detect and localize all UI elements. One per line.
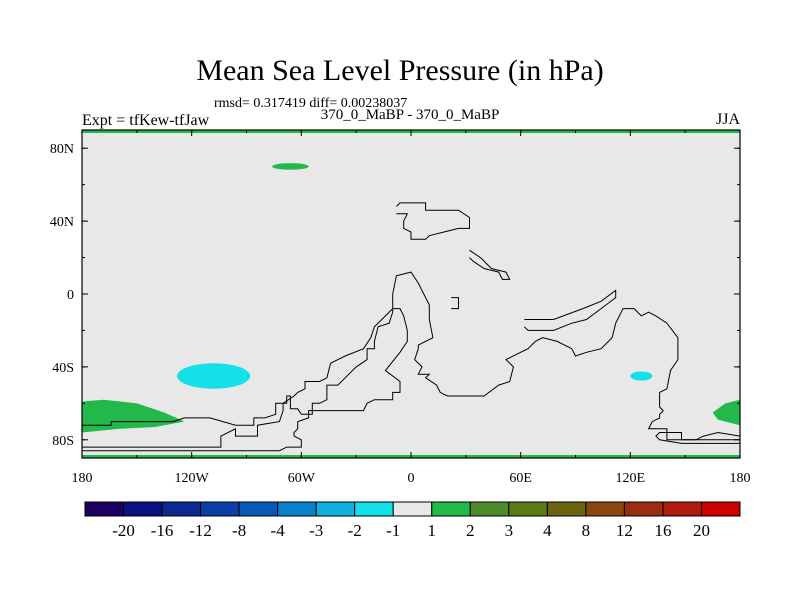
anomaly-region-green-patch-near-70N	[272, 163, 309, 170]
coast-continent-inner	[82, 308, 408, 452]
x-tick-label: 180	[730, 471, 751, 486]
colorbar-swatch	[700, 501, 741, 517]
plot-area	[82, 130, 740, 458]
x-tick-label: 120E	[616, 471, 646, 486]
colorbar-label: 8	[582, 521, 591, 540]
anomaly-region-green-patch-southwest	[82, 399, 185, 433]
colorbar-swatch	[277, 501, 317, 517]
colorbar-label: -8	[232, 521, 246, 540]
coast-islet	[451, 297, 459, 310]
colorbar-swatch	[200, 501, 240, 517]
coast-north	[396, 202, 470, 240]
axes: 180 120W 60W 0 60E 120E 180 80N 40N 0 40S 80S	[50, 129, 751, 486]
colorbar-label: 2	[466, 521, 475, 540]
colorbar: -20 -16 -12 -8 -4 -3 -2 -1 1 2 3 4 8 12 16 20	[84, 501, 741, 540]
anomaly-region-green-patch-southeast	[712, 399, 740, 426]
coast-east-lower	[655, 432, 740, 444]
colorbar-label: 16	[654, 521, 671, 540]
x-tick-label: 60E	[509, 471, 532, 486]
colorbar-label: -16	[151, 521, 174, 540]
colorbar-label: 1	[428, 521, 437, 540]
anomaly-region-cyan-patch-south-Indian	[630, 371, 653, 381]
anomaly-region-cyan-patch-south-Pacific	[177, 363, 251, 389]
colorbar-swatch	[469, 501, 510, 517]
colorbar-label: -1	[386, 521, 400, 540]
stats-label: rmsd= 0.317419 diff= 0.00238037	[214, 96, 408, 111]
colorbar-swatch	[662, 501, 702, 517]
colorbar-swatch	[392, 501, 433, 517]
colorbar-label: -4	[271, 521, 286, 540]
colorbar-label: 4	[543, 521, 552, 540]
x-tick-label: 0	[408, 471, 415, 486]
colorbar-label: 20	[693, 521, 710, 540]
colorbar-swatch	[354, 501, 394, 517]
colorbar-swatch	[431, 501, 471, 517]
field-background	[82, 130, 740, 458]
x-tick-label: 120W	[175, 471, 210, 486]
coast-continent-main	[82, 271, 740, 441]
colorbar-swatch	[623, 501, 664, 517]
coast-east-arc	[523, 289, 617, 331]
y-tick-label: 80S	[52, 434, 74, 449]
colorbar-label: -12	[189, 521, 212, 540]
colorbar-swatch	[508, 501, 548, 517]
colorbar-label: -2	[348, 521, 362, 540]
colorbar-label: 12	[616, 521, 633, 540]
colorbar-swatch	[546, 501, 587, 517]
colorbar-label: -3	[309, 521, 323, 540]
colorbar-swatch	[84, 501, 125, 517]
colorbar-swatch	[123, 501, 163, 517]
y-tick-label: 80N	[50, 142, 74, 157]
colorbar-label: -20	[112, 521, 135, 540]
colorbar-swatch	[585, 501, 625, 517]
colorbar-swatch	[161, 501, 202, 517]
x-tick-label: 180	[72, 471, 93, 486]
period-label: 370_0_MaBP - 370_0_MaBP	[320, 107, 500, 123]
y-tick-label: 40N	[50, 215, 74, 230]
y-tick-label: 40S	[52, 361, 74, 376]
coast-east-small	[469, 249, 511, 280]
chart-title: Mean Sea Level Pressure (in hPa)	[196, 54, 604, 87]
x-tick-label: 60W	[288, 471, 316, 486]
colorbar-swatch	[238, 501, 279, 517]
season-label: JJA	[715, 111, 740, 128]
colorbar-label: 3	[505, 521, 514, 540]
experiment-label: Expt = tfKew-tfJaw	[82, 112, 210, 129]
y-tick-label: 0	[67, 288, 74, 303]
colorbar-swatch	[315, 501, 356, 517]
